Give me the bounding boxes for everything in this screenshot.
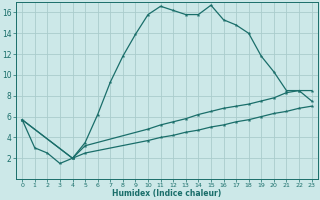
- X-axis label: Humidex (Indice chaleur): Humidex (Indice chaleur): [112, 189, 221, 198]
